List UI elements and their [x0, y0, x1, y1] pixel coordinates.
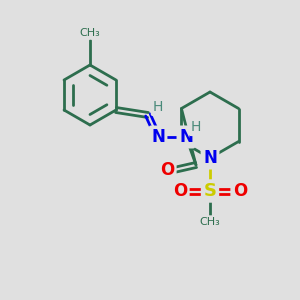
Text: O: O [160, 161, 174, 179]
Text: N: N [151, 128, 165, 146]
Text: N: N [203, 149, 217, 167]
Text: O: O [173, 182, 187, 200]
Text: S: S [203, 182, 217, 200]
Text: H: H [153, 100, 163, 114]
Text: H: H [191, 120, 201, 134]
Text: N: N [179, 128, 193, 146]
Text: CH₃: CH₃ [200, 217, 220, 227]
Text: CH₃: CH₃ [80, 28, 100, 38]
Text: O: O [233, 182, 247, 200]
